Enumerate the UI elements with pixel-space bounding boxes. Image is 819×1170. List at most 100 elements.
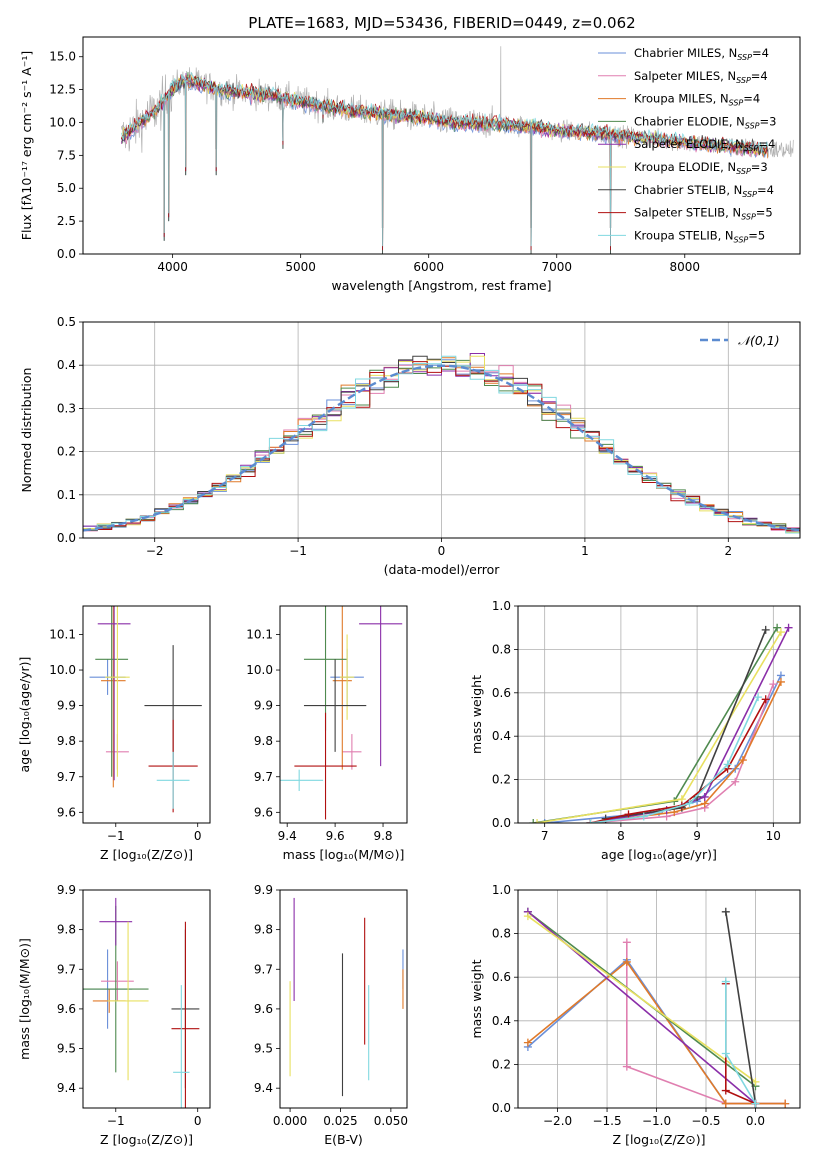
axes-frame xyxy=(82,36,801,255)
y-tick-label: 0.4 xyxy=(492,1014,511,1028)
panel-mass-weight-vs-age: 7 8 9 10 0.0 0.2 0.4 0.6 0.8 1.0 age [log₁₀(age/yr… xyxy=(469,599,801,862)
y-tick-label: 0.0 xyxy=(492,816,511,830)
weight-marker xyxy=(751,1099,760,1108)
x-tick-label: 0 xyxy=(194,1114,202,1128)
x-axis-label: Z [log₁₀(Z/Z⊙)] xyxy=(100,847,193,862)
x-tick-label: 0.050 xyxy=(374,1114,408,1128)
normal-reference-curve xyxy=(83,364,800,532)
weight-marker xyxy=(685,799,694,808)
y-tick-label: 10.0 xyxy=(49,115,76,129)
y-tick-label: 10.1 xyxy=(49,627,76,641)
plot-area xyxy=(89,606,202,813)
y-axis-label: age [log₁₀(age/yr)] xyxy=(17,657,32,773)
legend-entry-7: Salpeter STELIB, NSSP=5 xyxy=(634,206,773,222)
y-tick-label: 0.1 xyxy=(57,488,76,502)
axes-frame xyxy=(517,605,801,824)
weight-marker xyxy=(773,623,782,632)
errorbar-8 xyxy=(280,769,324,791)
y-tick-label: 9.9 xyxy=(57,699,76,713)
plot-area xyxy=(83,353,800,534)
legend-entry-1: Salpeter MILES, NSSP=4 xyxy=(634,69,768,85)
residual-histogram-4 xyxy=(83,353,800,532)
weight-marker xyxy=(622,1062,631,1071)
y-tick-label: 9.6 xyxy=(254,1002,273,1016)
x-tick-label: 0.025 xyxy=(323,1114,357,1128)
weight-marker xyxy=(721,1049,730,1058)
y-tick-label: 0.0 xyxy=(57,247,76,261)
weight-marker xyxy=(721,977,730,986)
y-tick-label: 9.5 xyxy=(254,1042,273,1056)
errorbar-2 xyxy=(101,606,126,788)
y-tick-label: 5.0 xyxy=(57,181,76,195)
x-tick-label: −1 xyxy=(289,544,307,558)
panel-mass-weight-vs-metallicity: −2.0 −1.5 −1.0 −0.5 0.0 0.0 0.2 0.4 0.6 0.8 1.0 Z [… xyxy=(469,883,801,1147)
y-tick-label: 9.9 xyxy=(254,699,273,713)
axes-frame xyxy=(279,889,408,1109)
legend-entry-2: Kroupa MILES, NSSP=4 xyxy=(634,92,760,108)
weight-marker xyxy=(700,792,709,801)
weight-marker xyxy=(781,1099,790,1108)
plot-area xyxy=(121,46,794,254)
panel-residuals: −2 −1 0 1 2 0.0 0.1 0.2 0.3 0.4 0.5 (data-model)/er… xyxy=(19,315,801,577)
model-spectrum-8 xyxy=(121,71,769,247)
weight-marker xyxy=(540,819,549,823)
x-tick-label: 9.6 xyxy=(326,829,345,843)
y-tick-label: 9.7 xyxy=(57,962,76,976)
y-tick-label: 9.8 xyxy=(57,923,76,937)
x-axis-label: wavelength [Angstrom, rest frame] xyxy=(331,278,551,293)
x-tick-label: 5000 xyxy=(285,260,316,274)
errorbar-3 xyxy=(95,606,129,777)
y-tick-label: 0.2 xyxy=(57,445,76,459)
errorbar-5 xyxy=(107,921,149,1081)
weight-marker xyxy=(624,810,633,819)
y-tick-label: 0.2 xyxy=(492,1057,511,1071)
y-axis-label: mass weight xyxy=(469,675,484,754)
legend-entry-0: Chabrier MILES, NSSP=4 xyxy=(634,46,769,62)
x-axis-label: age [log₁₀(age/yr)] xyxy=(601,847,717,862)
weight-marker xyxy=(639,812,648,821)
weight-marker xyxy=(784,623,793,632)
weight-marker xyxy=(721,1099,730,1108)
errorbar-7 xyxy=(171,921,200,1108)
errorbar-4 xyxy=(359,606,403,767)
model-spectrum-5 xyxy=(121,74,769,247)
weight-marker xyxy=(754,693,763,702)
y-tick-label: 0.3 xyxy=(57,401,76,415)
weight-marker xyxy=(586,819,595,823)
weight-marker xyxy=(529,819,538,823)
x-tick-label: 7000 xyxy=(541,260,572,274)
panel-spectrum: 4000 5000 6000 7000 8000 0.0 2.5 5.0 7.5 10.0 12.5… xyxy=(19,36,801,293)
y-tick-label: 0.8 xyxy=(492,642,511,656)
y-tick-label: 0.0 xyxy=(492,1101,511,1115)
y-tick-label: 9.5 xyxy=(57,1042,76,1056)
y-tick-label: 9.9 xyxy=(254,883,273,897)
x-tick-label: 10 xyxy=(766,829,781,843)
x-tick-label: 9 xyxy=(693,829,701,843)
y-tick-label: 9.4 xyxy=(57,1081,76,1095)
x-tick-label: 0.000 xyxy=(273,1114,307,1128)
x-tick-label: 7 xyxy=(541,829,549,843)
errorbar-2 xyxy=(332,606,352,770)
weight-marker xyxy=(523,1038,532,1047)
legend-entry-6: Chabrier STELIB, NSSP=4 xyxy=(634,183,774,199)
x-tick-label: −2 xyxy=(146,544,164,558)
weight-marker xyxy=(731,777,740,786)
x-tick-label: −2.0 xyxy=(543,1114,572,1128)
weight-marker xyxy=(761,695,770,704)
legend-entry-3: Chabrier ELODIE, NSSP=3 xyxy=(634,114,776,130)
errorbar-7 xyxy=(294,712,357,820)
weight-marker xyxy=(523,912,532,921)
y-tick-label: 1.0 xyxy=(492,883,511,897)
y-tick-label: 10.0 xyxy=(49,663,76,677)
y-tick-label: 0.4 xyxy=(57,358,76,372)
y-tick-label: 0.6 xyxy=(492,686,511,700)
weight-line-8 xyxy=(724,981,757,1105)
x-tick-label: 2 xyxy=(724,544,732,558)
y-axis-label: mass weight xyxy=(469,959,484,1038)
x-tick-label: 8000 xyxy=(669,260,700,274)
axes-frame xyxy=(517,889,801,1109)
y-tick-label: 0.5 xyxy=(57,315,76,329)
x-tick-label: 0.0 xyxy=(746,1114,765,1128)
y-tick-label: 0.6 xyxy=(492,970,511,984)
x-tick-label: −1.0 xyxy=(642,1114,671,1128)
